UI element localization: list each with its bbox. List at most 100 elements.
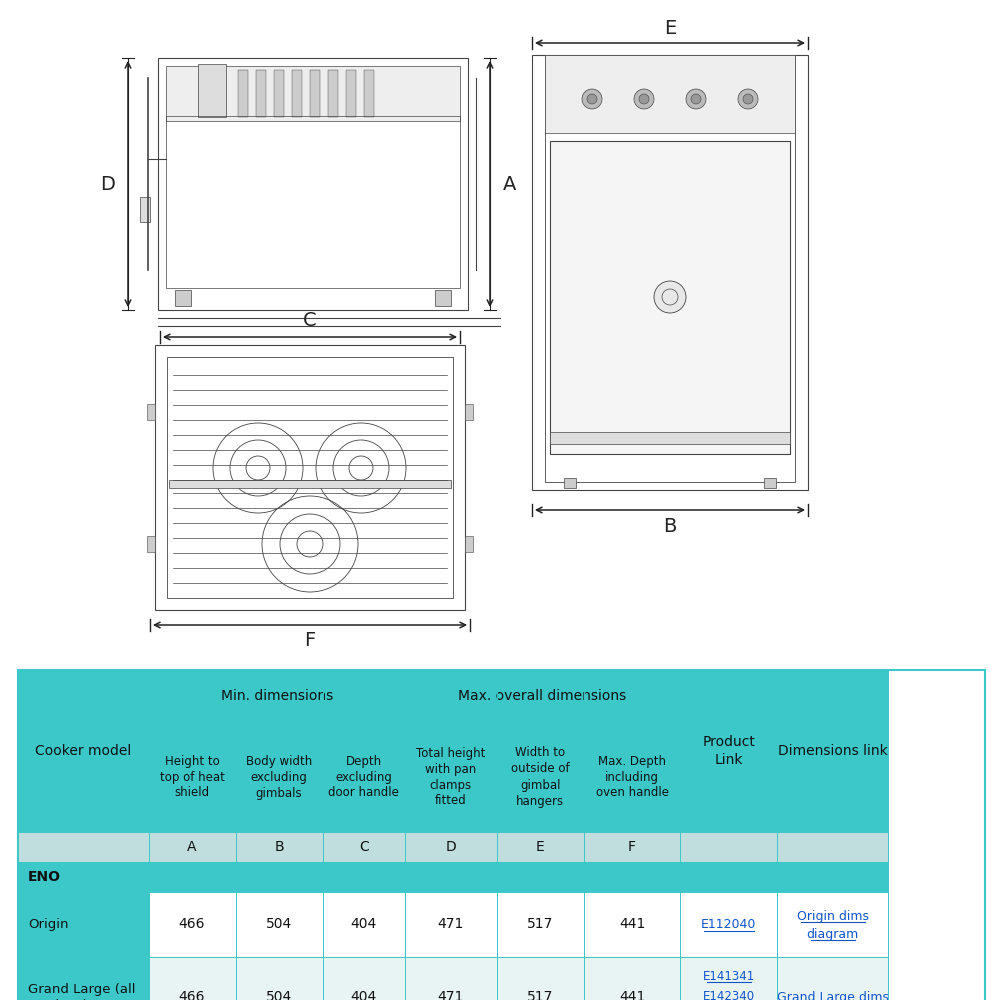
Text: C: C [303,312,317,330]
Bar [545,55,795,482]
Text: Product
Link: Product Link [702,735,755,767]
Bar [323,722,405,832]
Text: E: E [536,840,545,854]
Bar [405,957,497,1000]
Circle shape [654,281,686,313]
Bar [18,957,149,1000]
Bar [236,892,323,957]
Circle shape [582,89,602,109]
Bar [323,832,405,862]
Text: Depth
excluding
door handle: Depth excluding door handle [328,754,399,800]
Bar [18,892,149,957]
Bar [584,722,680,832]
Text: 441: 441 [619,990,645,1000]
Bar [175,290,191,306]
Text: Width to
outside of
gimbal
hangers: Width to outside of gimbal hangers [511,746,569,808]
Bar [166,116,460,288]
Bar [550,432,790,444]
Circle shape [634,89,654,109]
Bar [680,957,777,1000]
Bar [405,892,497,957]
Text: 504: 504 [266,918,292,932]
Bar [147,536,155,552]
Text: E142340: E142340 [703,990,755,1000]
Text: 517: 517 [527,990,553,1000]
Text: ENO: ENO [28,870,61,884]
Circle shape [587,94,597,104]
Text: 504: 504 [266,990,292,1000]
Circle shape [639,94,649,104]
Bar [310,70,320,117]
Text: 466: 466 [179,990,205,1000]
Bar [497,722,584,832]
Bar [550,141,790,454]
Text: E141341: E141341 [703,970,755,984]
Bar [18,670,985,1000]
Text: 404: 404 [351,990,377,1000]
Bar [149,832,236,862]
Bar [405,670,680,722]
Bar [149,670,405,722]
Bar [18,832,149,862]
Text: 466: 466 [179,918,205,932]
Bar [149,892,236,957]
Bar [584,892,680,957]
Text: Cooker model: Cooker model [35,744,131,758]
Text: F: F [628,840,636,854]
Text: 404: 404 [351,918,377,932]
Text: 471: 471 [438,990,464,1000]
Bar [166,66,460,121]
Text: 517: 517 [527,918,553,932]
Bar [328,70,338,117]
Bar [465,404,473,420]
Bar [238,70,248,117]
Bar [18,862,888,892]
Bar [149,957,236,1000]
Bar [777,892,888,957]
Text: Height to
top of heat
shield: Height to top of heat shield [160,754,224,800]
Text: diagram: diagram [807,928,859,941]
Bar [777,957,888,1000]
Bar [323,957,405,1000]
Bar [18,670,149,832]
Bar [564,478,576,488]
Bar [764,478,776,488]
Text: Max. overall dimensions: Max. overall dimensions [458,689,627,703]
Text: Min. dimensions: Min. dimensions [221,689,333,703]
Text: 441: 441 [619,918,645,932]
Text: C: C [359,840,369,854]
Bar [497,832,584,862]
Text: B: B [274,840,284,854]
Bar [167,357,453,598]
Text: A: A [187,840,197,854]
Bar [236,832,323,862]
Text: B: B [663,516,677,536]
Text: Origin: Origin [28,918,68,931]
Bar [236,722,323,832]
Bar [256,70,266,117]
Bar [680,832,777,862]
Bar [236,957,323,1000]
Circle shape [691,94,701,104]
Bar [169,480,451,488]
Bar [140,197,150,222]
Bar [198,64,226,117]
Bar [584,957,680,1000]
Text: 471: 471 [438,918,464,932]
Bar [777,670,888,832]
Bar [147,404,155,420]
Text: A: A [503,174,517,194]
Bar [777,832,888,862]
Bar [346,70,356,117]
Text: Dimensions link: Dimensions link [778,744,888,758]
Bar [405,722,497,832]
Text: F: F [304,632,316,650]
Circle shape [743,94,753,104]
Bar [149,722,236,832]
Bar [158,58,468,310]
Bar [680,670,777,832]
Bar [584,832,680,862]
Bar [497,892,584,957]
Circle shape [738,89,758,109]
Text: Total height
with pan
clamps
fitted: Total height with pan clamps fitted [416,746,485,808]
